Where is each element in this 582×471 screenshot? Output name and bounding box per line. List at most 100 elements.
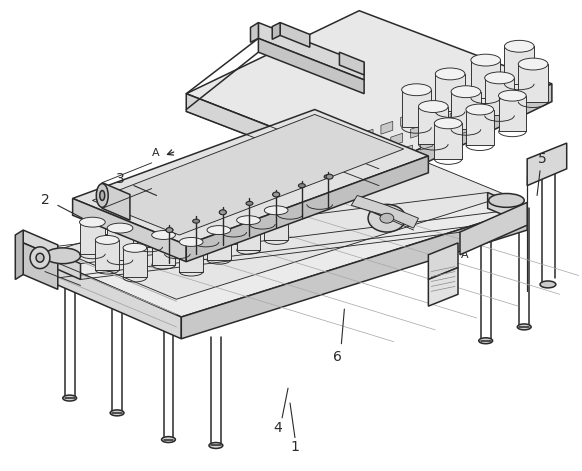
- Polygon shape: [450, 109, 462, 122]
- Ellipse shape: [277, 178, 303, 187]
- Polygon shape: [186, 11, 552, 169]
- Polygon shape: [80, 222, 105, 254]
- Ellipse shape: [45, 248, 80, 264]
- Text: A: A: [461, 250, 469, 260]
- Polygon shape: [400, 145, 413, 158]
- Ellipse shape: [95, 236, 119, 244]
- Ellipse shape: [250, 187, 275, 197]
- Polygon shape: [339, 52, 364, 75]
- Polygon shape: [402, 90, 431, 127]
- Polygon shape: [420, 106, 432, 118]
- Polygon shape: [410, 125, 423, 138]
- Polygon shape: [435, 74, 465, 112]
- Polygon shape: [361, 129, 373, 142]
- Polygon shape: [23, 243, 58, 289]
- Ellipse shape: [380, 213, 394, 223]
- Polygon shape: [23, 230, 58, 258]
- Ellipse shape: [107, 223, 133, 233]
- Polygon shape: [451, 92, 481, 129]
- Ellipse shape: [466, 104, 494, 115]
- Ellipse shape: [479, 338, 492, 344]
- Polygon shape: [277, 183, 303, 214]
- Polygon shape: [322, 145, 333, 158]
- Ellipse shape: [237, 216, 260, 225]
- Text: 5: 5: [538, 152, 546, 166]
- Ellipse shape: [219, 210, 226, 214]
- Ellipse shape: [505, 41, 534, 52]
- Ellipse shape: [123, 244, 147, 252]
- Ellipse shape: [137, 210, 162, 220]
- Polygon shape: [258, 23, 364, 80]
- Polygon shape: [371, 141, 383, 154]
- Ellipse shape: [299, 184, 306, 187]
- Polygon shape: [186, 156, 428, 262]
- Ellipse shape: [451, 86, 481, 97]
- Polygon shape: [499, 96, 526, 131]
- Polygon shape: [460, 203, 527, 255]
- Ellipse shape: [193, 219, 200, 223]
- Polygon shape: [440, 129, 452, 142]
- Ellipse shape: [63, 395, 77, 401]
- Polygon shape: [418, 106, 448, 144]
- Ellipse shape: [100, 191, 105, 201]
- Polygon shape: [505, 46, 534, 84]
- Polygon shape: [471, 60, 501, 97]
- Polygon shape: [519, 64, 548, 102]
- Polygon shape: [488, 193, 525, 224]
- Polygon shape: [250, 23, 258, 42]
- Ellipse shape: [110, 410, 124, 416]
- Ellipse shape: [519, 58, 548, 70]
- Ellipse shape: [97, 184, 108, 207]
- Ellipse shape: [435, 68, 465, 80]
- Polygon shape: [307, 173, 332, 204]
- Ellipse shape: [246, 202, 253, 205]
- Ellipse shape: [485, 72, 514, 84]
- Ellipse shape: [499, 90, 526, 101]
- Polygon shape: [45, 258, 182, 339]
- Polygon shape: [102, 183, 130, 220]
- Polygon shape: [470, 102, 482, 114]
- Polygon shape: [182, 208, 527, 339]
- Ellipse shape: [402, 84, 431, 96]
- Polygon shape: [58, 146, 508, 299]
- Polygon shape: [379, 84, 552, 186]
- Ellipse shape: [326, 174, 333, 179]
- Ellipse shape: [30, 247, 50, 268]
- Polygon shape: [107, 228, 133, 260]
- Ellipse shape: [264, 206, 288, 215]
- Polygon shape: [466, 109, 494, 145]
- Ellipse shape: [152, 231, 175, 239]
- Polygon shape: [527, 143, 567, 186]
- Text: 1: 1: [290, 440, 299, 455]
- Ellipse shape: [434, 118, 462, 129]
- Polygon shape: [207, 230, 230, 260]
- Polygon shape: [430, 117, 442, 130]
- Text: 3: 3: [116, 171, 125, 186]
- Ellipse shape: [219, 210, 226, 215]
- Polygon shape: [391, 133, 403, 146]
- Ellipse shape: [418, 101, 448, 113]
- Polygon shape: [428, 268, 458, 306]
- Ellipse shape: [162, 437, 175, 443]
- Ellipse shape: [517, 324, 531, 330]
- Polygon shape: [137, 215, 162, 247]
- Polygon shape: [258, 38, 364, 94]
- Polygon shape: [45, 248, 80, 279]
- Polygon shape: [428, 243, 458, 279]
- Ellipse shape: [273, 192, 279, 197]
- Ellipse shape: [166, 228, 173, 232]
- Ellipse shape: [179, 237, 203, 246]
- Polygon shape: [186, 94, 379, 186]
- Ellipse shape: [471, 54, 501, 66]
- Text: 4: 4: [274, 421, 282, 435]
- Ellipse shape: [165, 217, 190, 227]
- Ellipse shape: [207, 226, 230, 235]
- Polygon shape: [352, 149, 363, 162]
- Ellipse shape: [80, 217, 105, 227]
- Ellipse shape: [489, 194, 524, 207]
- Polygon shape: [434, 123, 462, 159]
- Text: A: A: [152, 148, 159, 158]
- Polygon shape: [342, 137, 353, 150]
- Text: 6: 6: [333, 349, 342, 364]
- Ellipse shape: [307, 168, 332, 178]
